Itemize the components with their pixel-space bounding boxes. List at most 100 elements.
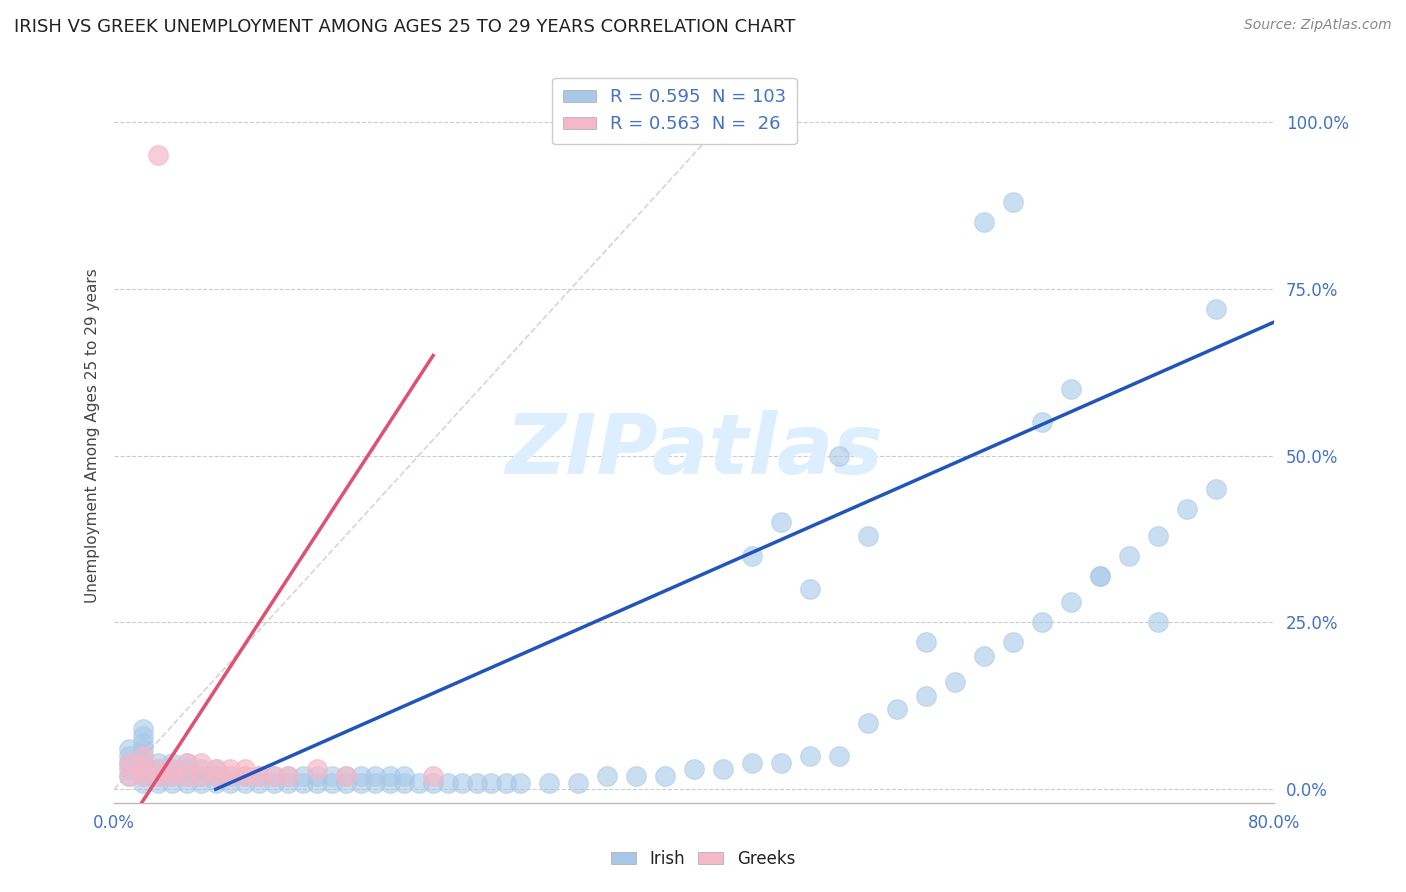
Point bbox=[132, 762, 155, 776]
Point bbox=[770, 516, 793, 530]
Point bbox=[132, 748, 155, 763]
Point bbox=[146, 769, 169, 783]
Point bbox=[132, 762, 155, 776]
Point bbox=[307, 762, 329, 776]
Point bbox=[160, 756, 183, 770]
Point bbox=[364, 775, 387, 789]
Point bbox=[204, 769, 226, 783]
Point bbox=[132, 756, 155, 770]
Point bbox=[350, 775, 373, 789]
Point bbox=[1118, 549, 1140, 563]
Point bbox=[204, 762, 226, 776]
Point bbox=[277, 769, 299, 783]
Point bbox=[118, 762, 141, 776]
Point bbox=[233, 762, 256, 776]
Point bbox=[160, 775, 183, 789]
Point bbox=[392, 775, 415, 789]
Point bbox=[160, 769, 183, 783]
Point bbox=[263, 769, 285, 783]
Point bbox=[219, 769, 242, 783]
Point bbox=[1205, 482, 1227, 496]
Point bbox=[118, 756, 141, 770]
Point bbox=[465, 775, 488, 789]
Point bbox=[219, 762, 242, 776]
Point bbox=[219, 775, 242, 789]
Point bbox=[160, 762, 183, 776]
Point bbox=[132, 769, 155, 783]
Point bbox=[132, 748, 155, 763]
Point bbox=[683, 762, 706, 776]
Point bbox=[799, 748, 821, 763]
Point bbox=[1031, 415, 1053, 429]
Point bbox=[1147, 615, 1170, 630]
Point bbox=[378, 769, 401, 783]
Y-axis label: Unemployment Among Ages 25 to 29 years: Unemployment Among Ages 25 to 29 years bbox=[86, 268, 100, 603]
Point bbox=[204, 775, 226, 789]
Point bbox=[828, 748, 851, 763]
Point bbox=[132, 722, 155, 736]
Point bbox=[291, 775, 314, 789]
Point bbox=[1205, 301, 1227, 316]
Point bbox=[132, 729, 155, 743]
Point bbox=[1088, 568, 1111, 582]
Point bbox=[350, 769, 373, 783]
Point bbox=[567, 775, 589, 789]
Point bbox=[915, 635, 938, 649]
Point bbox=[146, 769, 169, 783]
Point bbox=[219, 769, 242, 783]
Point bbox=[132, 769, 155, 783]
Point bbox=[247, 775, 270, 789]
Point bbox=[118, 756, 141, 770]
Point bbox=[799, 582, 821, 596]
Point bbox=[1175, 502, 1198, 516]
Point bbox=[146, 756, 169, 770]
Point bbox=[118, 769, 141, 783]
Point bbox=[436, 775, 458, 789]
Point bbox=[160, 769, 183, 783]
Point bbox=[509, 775, 531, 789]
Point bbox=[247, 769, 270, 783]
Point bbox=[321, 769, 343, 783]
Point bbox=[451, 775, 474, 789]
Point bbox=[1002, 194, 1025, 209]
Point bbox=[596, 769, 619, 783]
Point bbox=[1088, 568, 1111, 582]
Point bbox=[307, 769, 329, 783]
Point bbox=[146, 762, 169, 776]
Point bbox=[711, 762, 734, 776]
Point bbox=[132, 742, 155, 756]
Point bbox=[378, 775, 401, 789]
Text: ZIPatlas: ZIPatlas bbox=[505, 409, 883, 491]
Point bbox=[422, 769, 444, 783]
Point bbox=[118, 769, 141, 783]
Point bbox=[204, 762, 226, 776]
Point bbox=[770, 756, 793, 770]
Point bbox=[146, 762, 169, 776]
Point bbox=[335, 769, 357, 783]
Point bbox=[973, 648, 995, 663]
Point bbox=[204, 769, 226, 783]
Point bbox=[233, 769, 256, 783]
Point bbox=[422, 775, 444, 789]
Point bbox=[654, 769, 676, 783]
Point bbox=[741, 549, 763, 563]
Point bbox=[190, 775, 212, 789]
Point bbox=[176, 756, 198, 770]
Point bbox=[190, 769, 212, 783]
Point bbox=[307, 775, 329, 789]
Legend: R = 0.595  N = 103, R = 0.563  N =  26: R = 0.595 N = 103, R = 0.563 N = 26 bbox=[553, 78, 797, 145]
Point bbox=[176, 769, 198, 783]
Point bbox=[176, 769, 198, 783]
Point bbox=[495, 775, 517, 789]
Point bbox=[118, 748, 141, 763]
Point bbox=[886, 702, 908, 716]
Point bbox=[132, 775, 155, 789]
Point bbox=[856, 529, 879, 543]
Legend: Irish, Greeks: Irish, Greeks bbox=[605, 844, 801, 875]
Point bbox=[291, 769, 314, 783]
Point bbox=[263, 769, 285, 783]
Point bbox=[233, 775, 256, 789]
Point bbox=[1060, 382, 1083, 396]
Point bbox=[190, 756, 212, 770]
Point bbox=[335, 775, 357, 789]
